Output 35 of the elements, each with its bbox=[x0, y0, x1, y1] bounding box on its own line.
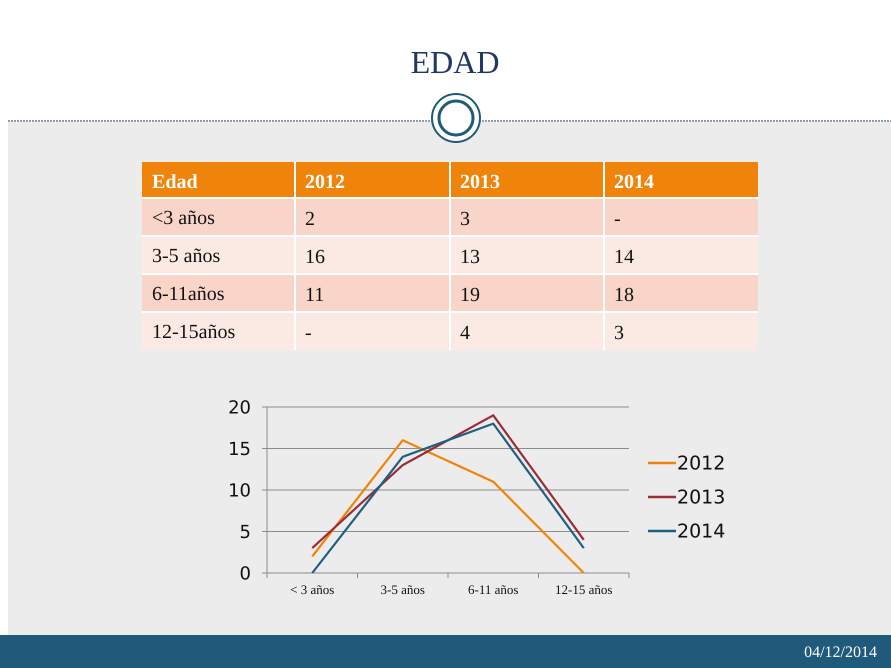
text: 3 bbox=[460, 208, 470, 230]
text: 2 bbox=[305, 208, 315, 230]
text: - bbox=[305, 322, 312, 344]
y-tick-label: 5 bbox=[240, 522, 251, 543]
text: 12-15años bbox=[152, 321, 236, 343]
x-tick-label: 12-15 años bbox=[555, 582, 612, 597]
text: 13 bbox=[460, 246, 480, 268]
text: <3 años bbox=[152, 207, 216, 229]
text: 19 bbox=[460, 284, 480, 306]
legend-label: 2012 bbox=[677, 452, 726, 475]
y-tick-label: 20 bbox=[228, 397, 251, 418]
text: 4 bbox=[460, 322, 470, 344]
text: 2013 bbox=[460, 171, 500, 193]
text: 14 bbox=[614, 246, 634, 268]
text: 3 bbox=[614, 322, 624, 344]
line-series bbox=[311, 414, 585, 550]
y-tick-label: 10 bbox=[228, 480, 251, 502]
text: 3-5 años bbox=[152, 245, 221, 267]
text: Edad bbox=[152, 171, 198, 193]
text: 11 bbox=[305, 284, 324, 306]
x-tick-label: < 3 años bbox=[290, 582, 334, 597]
text: 04/12/2014 bbox=[804, 644, 877, 661]
text: 16 bbox=[305, 246, 325, 268]
text: 2012 bbox=[305, 171, 345, 193]
y-tick-label: 15 bbox=[228, 438, 251, 460]
text: 6-11años bbox=[152, 283, 225, 305]
y-tick-label: 0 bbox=[240, 563, 251, 584]
chart-title: EDAD bbox=[410, 44, 500, 80]
text: 18 bbox=[614, 284, 634, 306]
x-tick-label: 6-11 años bbox=[468, 582, 518, 597]
legend-label: 2013 bbox=[677, 486, 726, 509]
text: 2014 bbox=[614, 171, 654, 193]
legend-label: 2014 bbox=[677, 520, 726, 543]
x-tick-label: 3-5 años bbox=[380, 582, 425, 597]
text: - bbox=[614, 208, 621, 230]
